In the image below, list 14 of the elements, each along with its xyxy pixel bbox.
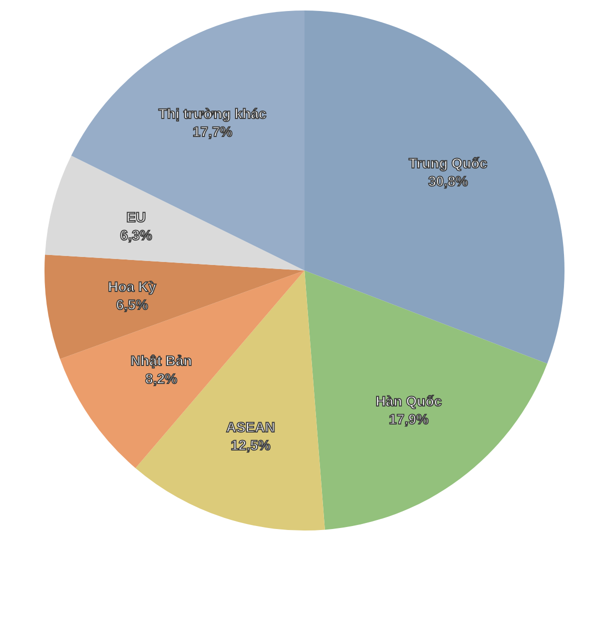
data-label: 17,9% [388,411,430,428]
data-label: 6,5% [116,296,149,312]
slice-label: Hoa Kỳ [108,278,156,294]
slice-label: Thị trường khác [158,106,267,122]
slice-label: Trung Quốc [408,154,488,171]
data-label: 30,8% [428,172,468,189]
data-label: 17,7% [192,124,233,140]
data-label: 8,2% [145,370,178,387]
data-label: 6,3% [120,226,153,243]
slice-label: Nhật Bản [130,352,192,369]
slice-label: Hàn Quốc [376,393,442,410]
slice-label: ASEAN [226,419,276,436]
data-label: 12,5% [230,437,272,454]
slice-label: EU [126,208,146,225]
